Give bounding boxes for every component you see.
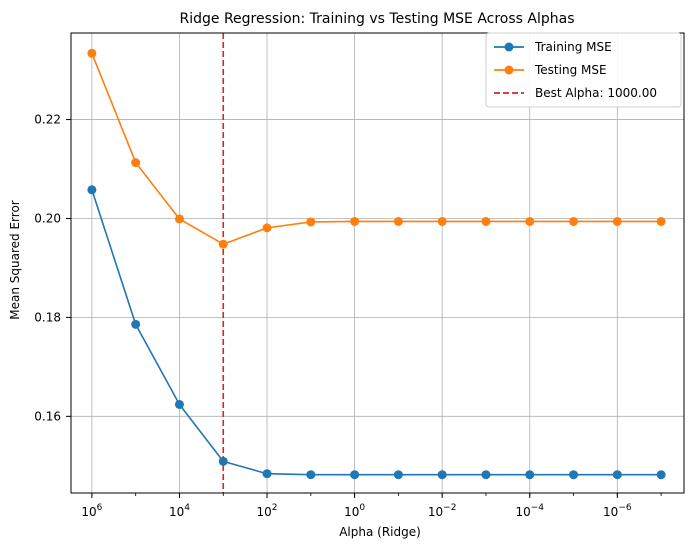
x-axis-tick-label-exponent: −6 xyxy=(618,503,632,513)
x-axis-tick-label-base: 10 xyxy=(344,505,359,519)
testing-mse-point xyxy=(525,216,535,226)
y-axis-tick-label: 0.22 xyxy=(34,113,61,127)
training-mse-point xyxy=(612,470,622,480)
training-mse-point xyxy=(525,470,535,480)
testing-mse-line xyxy=(91,52,662,245)
testing-mse-point xyxy=(174,214,184,224)
x-axis-label: Alpha (Ridge) xyxy=(339,525,421,539)
x-axis-tick-label: 10−2 xyxy=(428,503,457,519)
x-axis-tick-label: 104 xyxy=(169,503,190,519)
training-mse-point xyxy=(87,185,97,195)
testing-mse-point xyxy=(481,216,491,226)
testing-mse-point xyxy=(306,217,316,227)
training-mse-point xyxy=(174,399,184,409)
x-axis-tick-label-exponent: 2 xyxy=(272,503,278,513)
x-axis-tick-label-exponent: −4 xyxy=(531,503,545,513)
testing-mse-point xyxy=(350,216,360,226)
training-mse-line xyxy=(91,189,662,476)
training-mse-point xyxy=(306,470,316,480)
x-axis-tick-label-base: 10 xyxy=(257,505,272,519)
testing-mse-point xyxy=(569,216,579,226)
testing-mse-point xyxy=(131,158,141,168)
training-mse-point xyxy=(569,470,579,480)
training-mse-point xyxy=(218,456,228,466)
axes-layer: 106 104 102 100 10−2 10−4 10−60.160.180.200.22 xyxy=(34,32,685,519)
training-mse-point xyxy=(350,470,360,480)
legend-training-label: Training MSE xyxy=(534,40,612,54)
testing-mse-point xyxy=(262,223,272,233)
legend: Training MSE Testing MSE Best Alpha: 100… xyxy=(485,32,682,108)
x-axis-tick-label-base: 10 xyxy=(603,505,618,519)
training-mse-point xyxy=(393,470,403,480)
x-axis-tick-label: 10−4 xyxy=(515,503,544,519)
legend-testing-label: Testing MSE xyxy=(534,63,607,77)
x-axis-tick-label-base: 10 xyxy=(81,505,96,519)
y-axis-tick-label: 0.18 xyxy=(34,310,61,324)
training-mse-point xyxy=(262,469,272,479)
testing-mse-point xyxy=(612,216,622,226)
testing-mse-point xyxy=(437,216,447,226)
x-axis-tick-label-base: 10 xyxy=(169,505,184,519)
y-axis-tick-label: 0.20 xyxy=(34,211,61,225)
x-axis-tick-label-exponent: −2 xyxy=(443,503,456,513)
chart-title: Ridge Regression: Training vs Testing MS… xyxy=(179,11,574,27)
training-mse-point xyxy=(131,319,141,329)
grid-layer xyxy=(71,33,684,493)
testing-mse-point xyxy=(656,216,666,226)
x-axis-tick-label: 10−6 xyxy=(603,503,632,519)
x-axis-tick-label-base: 10 xyxy=(428,505,443,519)
testing-mse-point xyxy=(87,48,97,58)
x-axis-tick-label-exponent: 0 xyxy=(359,503,365,513)
testing-mse-point xyxy=(393,216,403,226)
x-axis-tick-label: 102 xyxy=(257,503,278,519)
legend-training-marker xyxy=(504,42,514,52)
x-axis-tick-label-base: 10 xyxy=(515,505,530,519)
legend-box xyxy=(485,32,682,108)
x-axis-tick-label: 106 xyxy=(81,503,102,519)
legend-testing-marker xyxy=(504,65,514,75)
training-mse-point xyxy=(437,470,447,480)
y-axis-tick-label: 0.16 xyxy=(34,409,61,423)
training-mse-point xyxy=(481,470,491,480)
x-axis-tick-label-exponent: 4 xyxy=(184,503,190,513)
testing-mse-point xyxy=(218,239,228,249)
legend-best-alpha-label: Best Alpha: 1000.00 xyxy=(535,86,657,100)
y-axis-label: Mean Squared Error xyxy=(8,200,22,320)
series-layer xyxy=(87,48,666,480)
plot-frame xyxy=(70,32,685,494)
x-axis-tick-label-exponent: 6 xyxy=(97,503,103,513)
training-mse-point xyxy=(656,470,666,480)
x-axis-tick-label: 100 xyxy=(344,503,365,519)
